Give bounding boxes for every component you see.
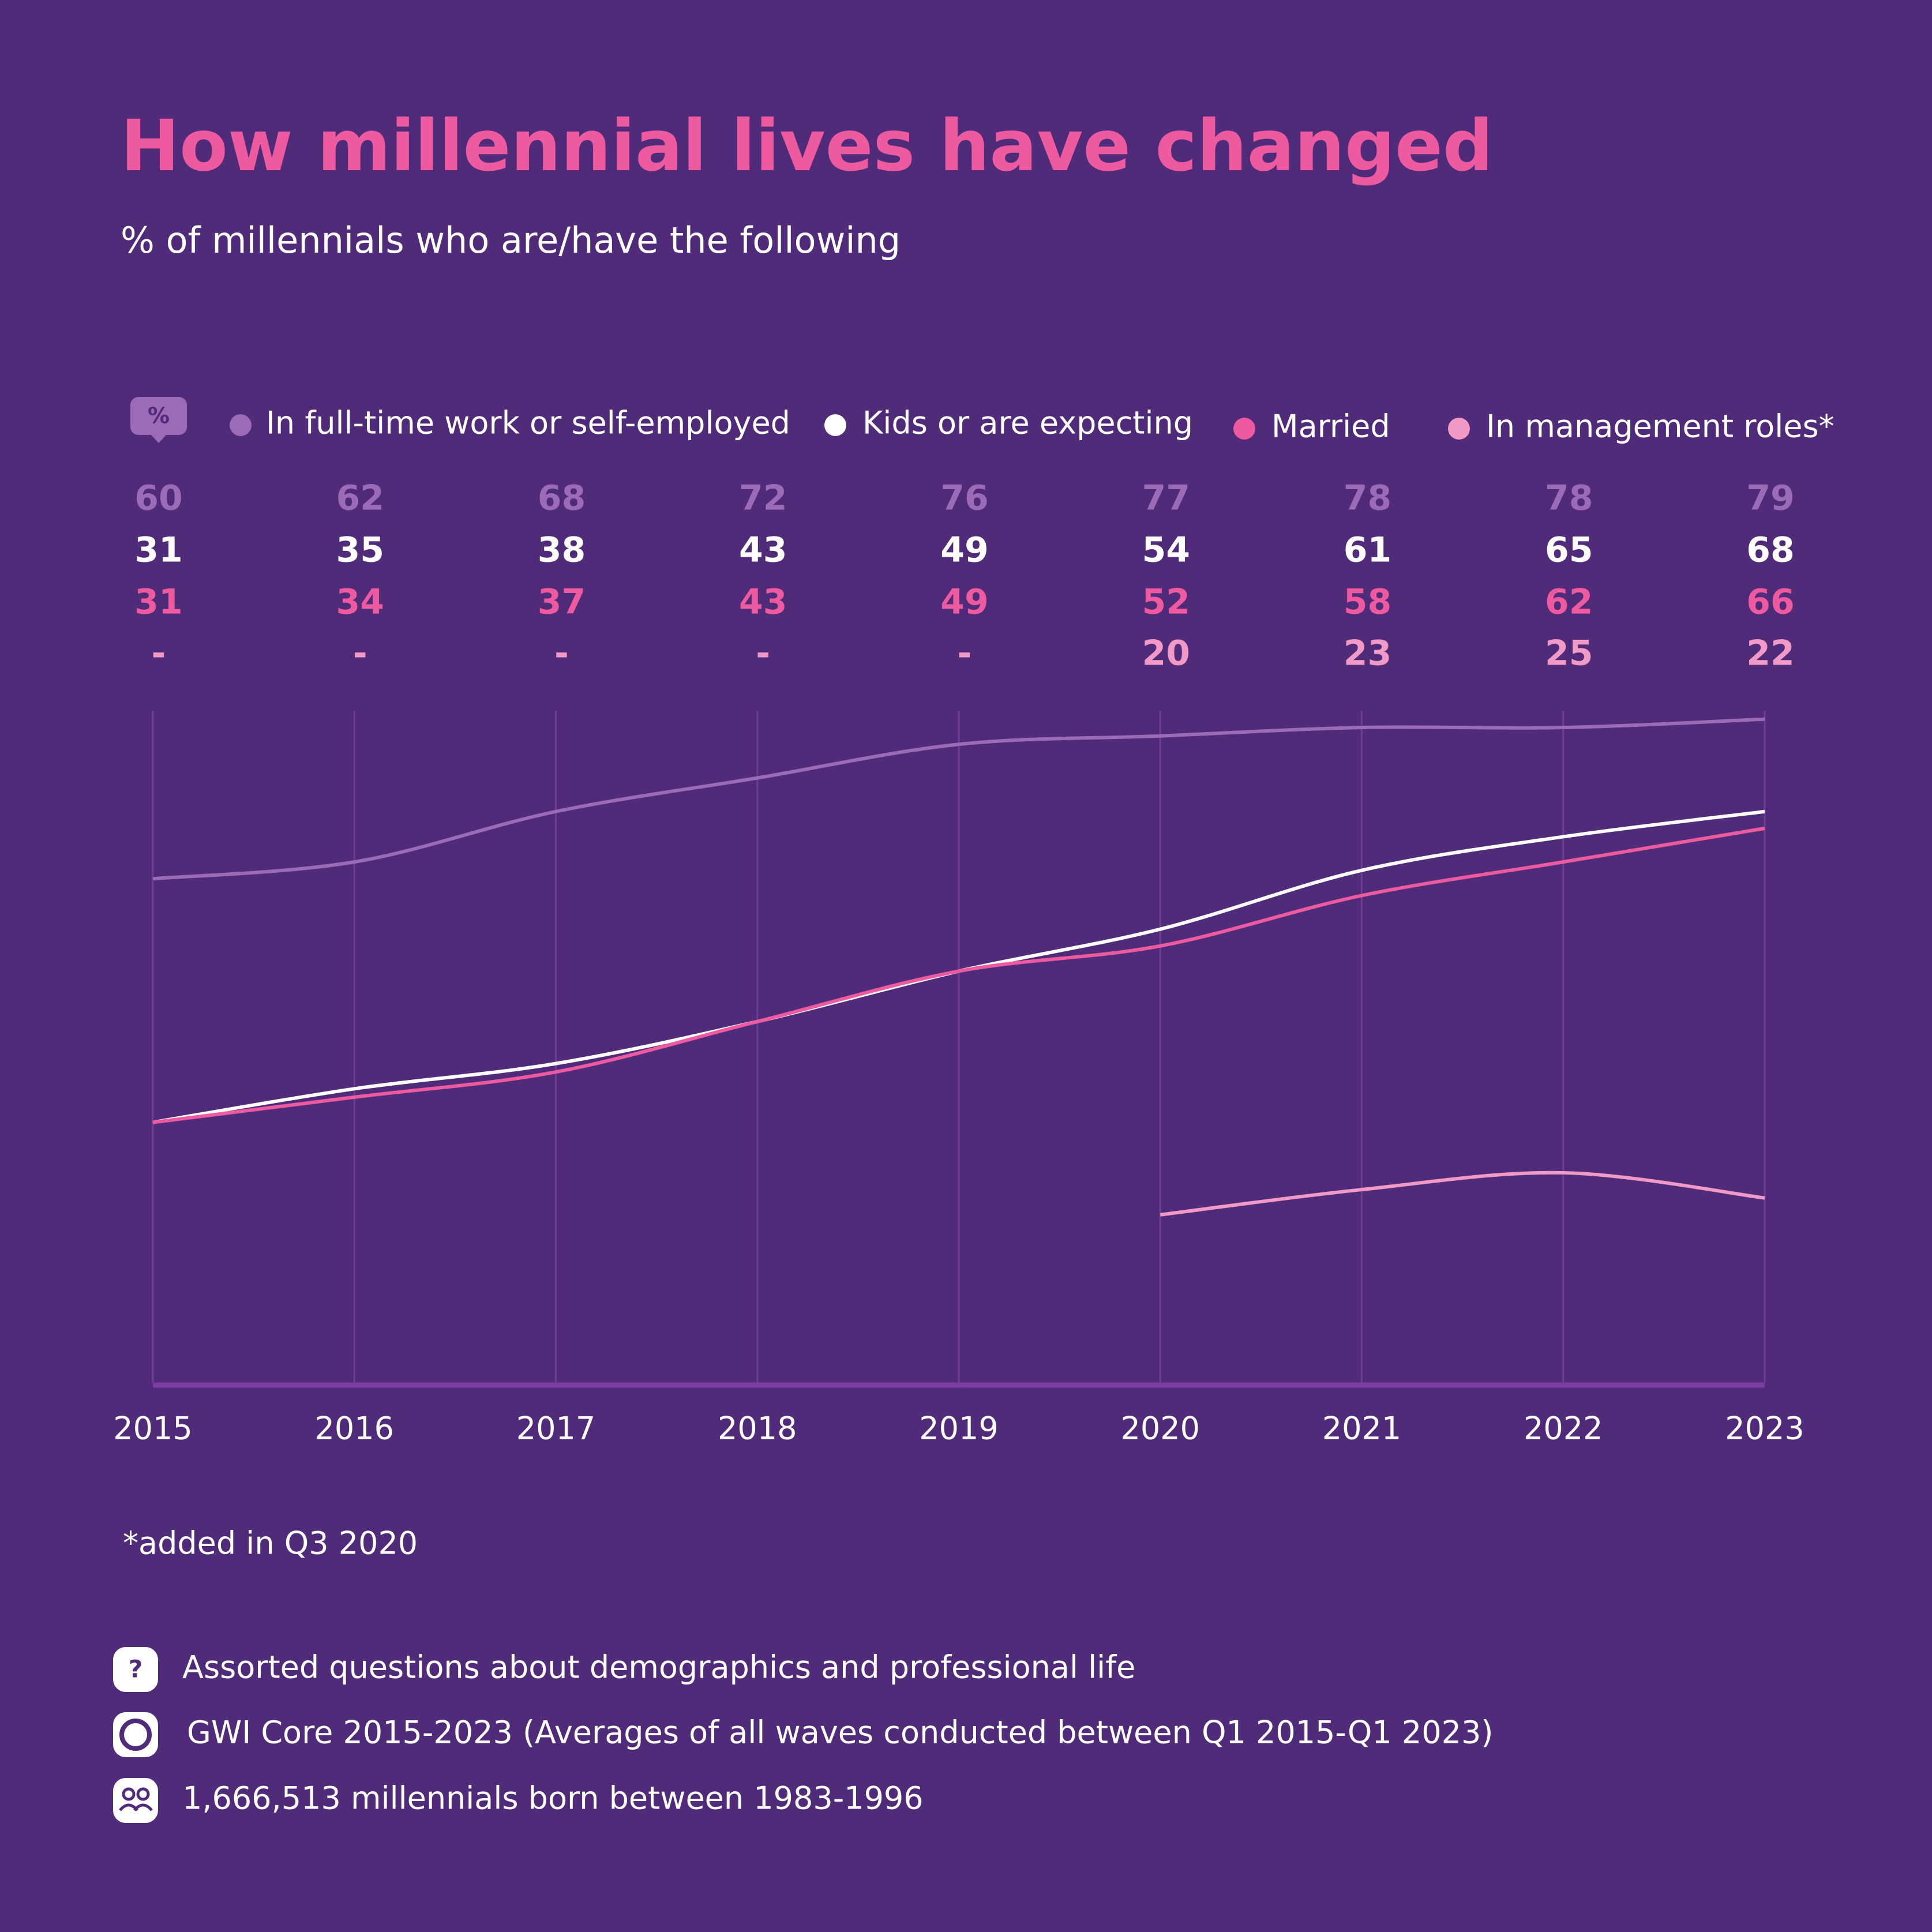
question-icon	[113, 1647, 158, 1692]
value-label: 65	[1545, 530, 1593, 571]
source-glyph	[119, 1719, 152, 1751]
legend-label: Married	[1271, 408, 1390, 445]
value-label: 68	[538, 478, 586, 519]
legend-label: In full-time work or self-employed	[266, 405, 790, 441]
legend-marker	[1448, 418, 1470, 440]
unit-badge	[130, 397, 187, 443]
x-tick-label: 2018	[718, 1410, 797, 1447]
people-glyph	[119, 1803, 153, 1811]
value-label: 66	[1746, 582, 1795, 622]
value-label: 43	[739, 530, 787, 571]
value-label: -	[152, 633, 166, 674]
value-label: 58	[1344, 582, 1392, 622]
value-label: 37	[538, 582, 586, 622]
value-label: 78	[1344, 478, 1392, 519]
value-label: 31	[134, 582, 183, 622]
x-tick-label: 2023	[1725, 1410, 1804, 1447]
legend-marker	[824, 414, 846, 436]
x-tick-label: 2021	[1322, 1410, 1401, 1447]
series-line	[152, 717, 1765, 881]
chart-title: How millennial lives have changed	[121, 105, 1493, 187]
value-label: 49	[940, 582, 989, 622]
value-label: 22	[1746, 633, 1795, 674]
value-label: 76	[940, 478, 989, 519]
value-label: 52	[1142, 582, 1191, 622]
x-tick-label: 2015	[113, 1410, 192, 1447]
value-label: 23	[1344, 633, 1392, 674]
value-label: 77	[1142, 478, 1191, 519]
footer-item: Assorted questions about demographics an…	[182, 1649, 1135, 1686]
value-label: 68	[1746, 530, 1795, 571]
value-label: 20	[1142, 633, 1191, 674]
footer-icons: ?	[113, 1647, 158, 1823]
value-label: -	[756, 633, 770, 674]
series-line	[152, 826, 1765, 1124]
people-glyph	[122, 1787, 136, 1801]
x-tick-label: 2022	[1524, 1410, 1603, 1447]
value-label: 54	[1142, 530, 1191, 571]
question-glyph: ?	[129, 1655, 142, 1683]
x-tick-label: 2017	[516, 1410, 595, 1447]
legend-label: In management roles*	[1486, 408, 1835, 445]
value-label: 34	[336, 582, 385, 622]
footnote: *added in Q3 2020	[123, 1525, 418, 1562]
x-tick-label: 2016	[315, 1410, 394, 1447]
footer-item: GWI Core 2015-2023 (Averages of all wave…	[187, 1715, 1493, 1751]
value-label: 79	[1746, 478, 1795, 519]
value-label: 61	[1344, 530, 1392, 571]
value-label: 43	[739, 582, 787, 622]
value-label: 78	[1545, 478, 1593, 519]
x-tick-label: 2020	[1121, 1410, 1200, 1447]
value-label: 38	[538, 530, 586, 571]
x-tick-label: 2019	[919, 1410, 998, 1447]
value-label: 62	[1545, 582, 1593, 622]
value-label: 35	[336, 530, 385, 571]
value-label: 60	[134, 478, 183, 519]
value-label: 25	[1545, 633, 1593, 674]
value-label: -	[958, 633, 972, 674]
value-label: 31	[134, 530, 183, 571]
value-label: 72	[739, 478, 787, 519]
legend-marker	[1233, 418, 1255, 440]
people-icon	[113, 1778, 158, 1823]
footer-item: 1,666,513 millennials born between 1983-…	[182, 1780, 924, 1817]
unit-label: %	[148, 403, 170, 429]
series-line	[1160, 1171, 1765, 1217]
legend-label: Kids or are expecting	[862, 405, 1193, 441]
chart-subtitle: % of millennials who are/have the follow…	[121, 219, 901, 261]
value-label: -	[554, 633, 569, 674]
people-glyph	[136, 1787, 150, 1801]
value-label: -	[353, 633, 367, 674]
legend-marker	[230, 414, 252, 436]
value-label: 49	[940, 530, 989, 571]
value-label: 62	[336, 478, 385, 519]
